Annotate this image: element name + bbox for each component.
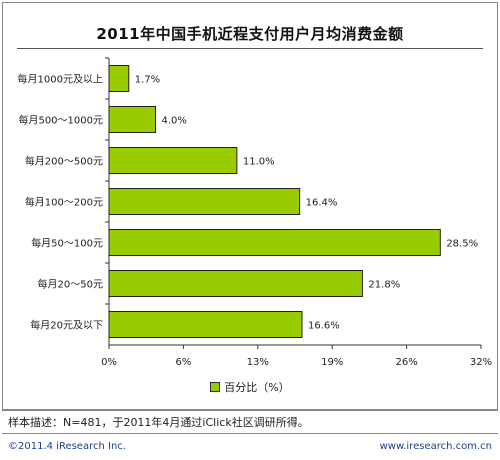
x-tick-label: 32%	[470, 357, 492, 368]
x-tick-label: 6%	[175, 357, 191, 368]
data-label: 16.6%	[308, 321, 340, 332]
x-tick-label: 19%	[321, 357, 343, 368]
legend-label: 百分比（%）	[224, 381, 290, 394]
bar	[108, 188, 301, 215]
category-label: 每月500～1000元	[18, 114, 103, 127]
chart-legend: 百分比（%）	[3, 379, 497, 395]
category-label: 每月1000元及以上	[18, 73, 103, 86]
footer-divider	[2, 433, 498, 434]
data-label: 16.4%	[306, 198, 338, 209]
x-tick-label: 13%	[247, 357, 269, 368]
category-label: 每月200～500元	[25, 155, 103, 168]
copyright-text: ©2011.4 iResearch Inc.	[8, 441, 126, 452]
category-label: 每月100～200元	[25, 196, 103, 209]
category-label: 每月20～50元	[38, 278, 103, 291]
website-link[interactable]: www.iresearch.com.cn	[379, 441, 492, 452]
data-label: 1.7%	[135, 75, 160, 86]
note-divider	[2, 410, 498, 411]
category-label: 每月20元及以下	[30, 319, 103, 332]
data-label: 4.0%	[162, 116, 187, 127]
bar-chart: 0% 6% 13% 19% 26% 32% 每月1000元及以上 1.7% 每月500～1000…	[18, 57, 492, 368]
bar	[108, 311, 303, 338]
x-tick-label: 26%	[395, 357, 417, 368]
data-label: 11.0%	[243, 157, 275, 168]
chart-title: 2011年中国手机近程支付用户月均消费金额	[96, 25, 404, 43]
chart-frame: 2011年中国手机近程支付用户月均消费金额 0% 6% 13% 19% 26% 32% 每月…	[2, 2, 498, 410]
category-label: 每月50～100元	[31, 237, 103, 250]
data-label: 21.8%	[368, 280, 400, 291]
x-tick-label: 0%	[101, 357, 117, 368]
legend-swatch	[210, 382, 221, 392]
bar	[108, 147, 238, 174]
bar	[108, 270, 363, 297]
data-label: 28.5%	[446, 239, 478, 250]
bar	[108, 65, 130, 92]
bar	[108, 229, 441, 256]
bar	[108, 106, 156, 133]
sample-note: 样本描述：N=481，于2011年4月通过iClick社区调研所得。	[8, 416, 309, 429]
title-divider	[17, 48, 483, 49]
